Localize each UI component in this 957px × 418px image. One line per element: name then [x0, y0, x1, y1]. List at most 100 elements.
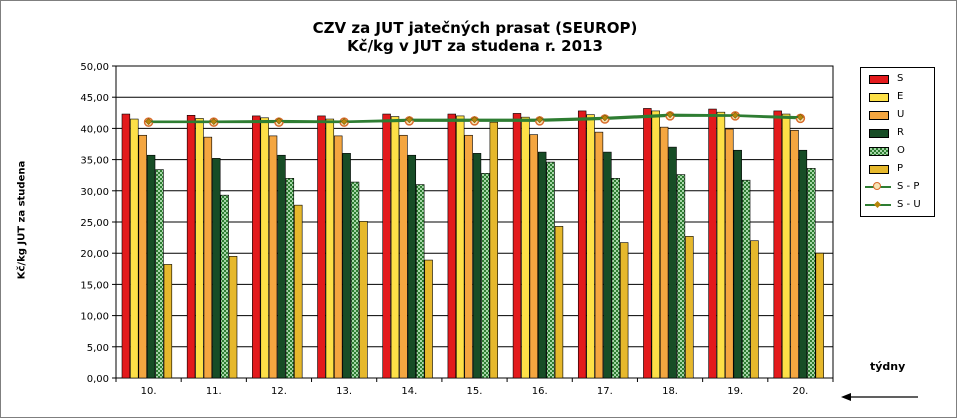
bar-p-18 [685, 236, 694, 379]
arrow-head [841, 393, 851, 401]
bar-u-12 [268, 135, 278, 379]
bar-e-11 [195, 118, 204, 379]
bar-r-15 [472, 153, 482, 379]
bar-u-14 [399, 134, 408, 379]
bar-e-17 [586, 114, 595, 379]
x-tick-label: 14. [401, 386, 417, 397]
bar-r-20 [798, 149, 808, 379]
y-tick-label: 25,00 [80, 218, 109, 229]
bar-r-14 [407, 154, 417, 379]
legend-label: S [897, 73, 904, 84]
bar-p-14 [424, 259, 433, 379]
legend-swatch [869, 147, 889, 156]
bar-u-15 [464, 134, 473, 379]
bar-e-19 [716, 111, 726, 379]
x-axis-label: týdny [870, 360, 906, 373]
bar-p-11 [228, 256, 238, 379]
bar-r-16 [537, 151, 547, 379]
bar-u-16 [529, 134, 538, 379]
marker-s-u [731, 111, 739, 119]
bar-r-13 [342, 153, 351, 379]
bar-p-15 [489, 121, 499, 379]
bar-e-13 [325, 118, 335, 379]
bar-s-19 [708, 108, 717, 379]
y-tick-label: 15,00 [80, 280, 109, 291]
bar-u-10 [138, 134, 147, 379]
y-tick-label: 10,00 [80, 312, 109, 323]
bar-s-14 [382, 113, 391, 379]
x-tick-label: 15. [467, 386, 483, 397]
bar-o-15 [481, 173, 490, 379]
bar-s-18 [643, 108, 652, 379]
bar-o-11 [220, 194, 229, 379]
legend-swatch [869, 75, 889, 84]
bar-s-10 [121, 113, 131, 379]
marker-s-u [405, 116, 413, 124]
bar-e-20 [781, 113, 791, 379]
legend-item-p: P [861, 162, 934, 176]
bar-o-10 [155, 169, 164, 379]
bar-s-12 [252, 115, 261, 379]
legend-marker [873, 182, 881, 190]
legend-label: R [897, 127, 904, 138]
legend-item-o: O [861, 144, 934, 158]
legend-label: S - P [897, 181, 920, 192]
chart-title: CZV za JUT jatečných prasat (SEUROP) [312, 19, 638, 37]
marker-s-u [601, 114, 609, 122]
bar-s-20 [773, 110, 782, 379]
legend-item-s-u: S - U [861, 198, 934, 212]
legend-item-s: S [861, 72, 934, 86]
bar-p-19 [750, 240, 759, 379]
x-tick-label: 10. [141, 386, 157, 397]
x-tick-label: 18. [662, 386, 678, 397]
bar-o-17 [611, 178, 620, 379]
legend-label: P [897, 163, 904, 174]
legend-item-u: U [861, 108, 934, 122]
bar-e-16 [521, 116, 530, 379]
legend-swatch [869, 111, 889, 120]
bar-p-13 [359, 221, 368, 379]
legend-item-s-p: S - P [861, 180, 934, 194]
y-tick-label: 40,00 [80, 124, 109, 135]
y-tick-label: 20,00 [80, 249, 109, 260]
bar-o-20 [807, 168, 816, 379]
x-tick-label: 11. [206, 386, 222, 397]
bar-u-18 [659, 126, 669, 379]
bar-o-14 [416, 184, 425, 379]
bar-r-18 [668, 146, 677, 379]
marker-s-u [471, 116, 478, 124]
y-tick-label: 30,00 [80, 187, 109, 198]
legend-swatch [869, 165, 889, 174]
bar-s-17 [577, 110, 587, 379]
marker-s-u [666, 111, 674, 119]
bar-r-17 [603, 151, 612, 379]
x-tick-label: 19. [727, 386, 743, 397]
bar-p-17 [619, 242, 629, 379]
legend-label: U [897, 109, 905, 120]
bar-u-13 [334, 135, 343, 379]
bar-o-18 [676, 174, 686, 379]
bar-o-13 [350, 181, 360, 379]
marker-s-u [536, 116, 544, 124]
bar-s-11 [186, 114, 196, 379]
y-tick-label: 5,00 [87, 343, 109, 354]
bar-e-12 [260, 117, 269, 379]
bar-e-15 [456, 115, 465, 379]
marker-s-u [145, 118, 153, 125]
bar-s-13 [317, 115, 326, 379]
bar-o-12 [285, 178, 295, 379]
x-tick-label: 16. [532, 386, 548, 397]
x-tick-label: 12. [271, 386, 287, 397]
chart-subtitle: Kč/kg v JUT za studena r. 2013 [347, 37, 603, 55]
bar-p-20 [815, 252, 824, 379]
y-tick-label: 0,00 [87, 374, 109, 385]
legend-swatch [869, 129, 889, 138]
x-tick-label: 17. [597, 386, 613, 397]
bar-u-11 [203, 136, 213, 379]
bar-p-12 [294, 204, 303, 379]
bar-r-11 [212, 158, 221, 379]
bar-e-10 [130, 118, 139, 379]
legend-label: S - U [897, 199, 921, 210]
